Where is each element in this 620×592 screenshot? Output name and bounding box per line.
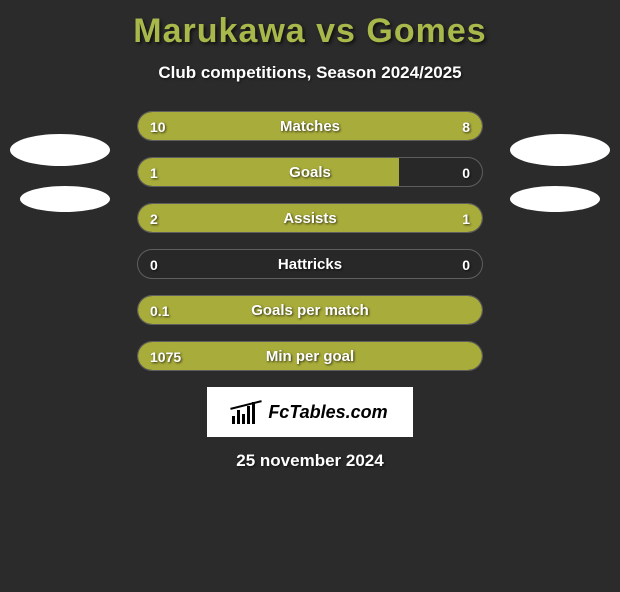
- player-left-avatar-1: [10, 134, 110, 166]
- stat-label: Goals per match: [138, 296, 482, 325]
- stat-label: Goals: [138, 158, 482, 187]
- page-title: Marukawa vs Gomes: [0, 12, 620, 51]
- stat-row: 00Hattricks: [137, 249, 483, 279]
- brand-name: FcTables.com: [268, 402, 387, 423]
- brand-logo-icon: [232, 400, 260, 424]
- subtitle: Club competitions, Season 2024/2025: [0, 63, 620, 83]
- stat-row: 10Goals: [137, 157, 483, 187]
- stat-row: 108Matches: [137, 111, 483, 141]
- stat-row: 1075Min per goal: [137, 341, 483, 371]
- stat-label: Hattricks: [138, 250, 482, 279]
- title-player-right: Gomes: [366, 12, 486, 50]
- player-left-avatar-2: [20, 186, 110, 212]
- player-right-avatar-1: [510, 134, 610, 166]
- brand-logo: FcTables.com: [207, 387, 413, 437]
- date: 25 november 2024: [0, 451, 620, 471]
- title-player-left: Marukawa: [133, 12, 305, 50]
- comparison-chart: 108Matches 10Goals 21Assists 00Hattricks 0.1…: [137, 111, 483, 371]
- stat-label: Assists: [138, 204, 482, 233]
- stat-row: 0.1Goals per match: [137, 295, 483, 325]
- stat-label: Matches: [138, 112, 482, 141]
- stat-row: 21Assists: [137, 203, 483, 233]
- stat-label: Min per goal: [138, 342, 482, 371]
- player-right-avatar-2: [510, 186, 600, 212]
- title-vs: vs: [306, 12, 367, 50]
